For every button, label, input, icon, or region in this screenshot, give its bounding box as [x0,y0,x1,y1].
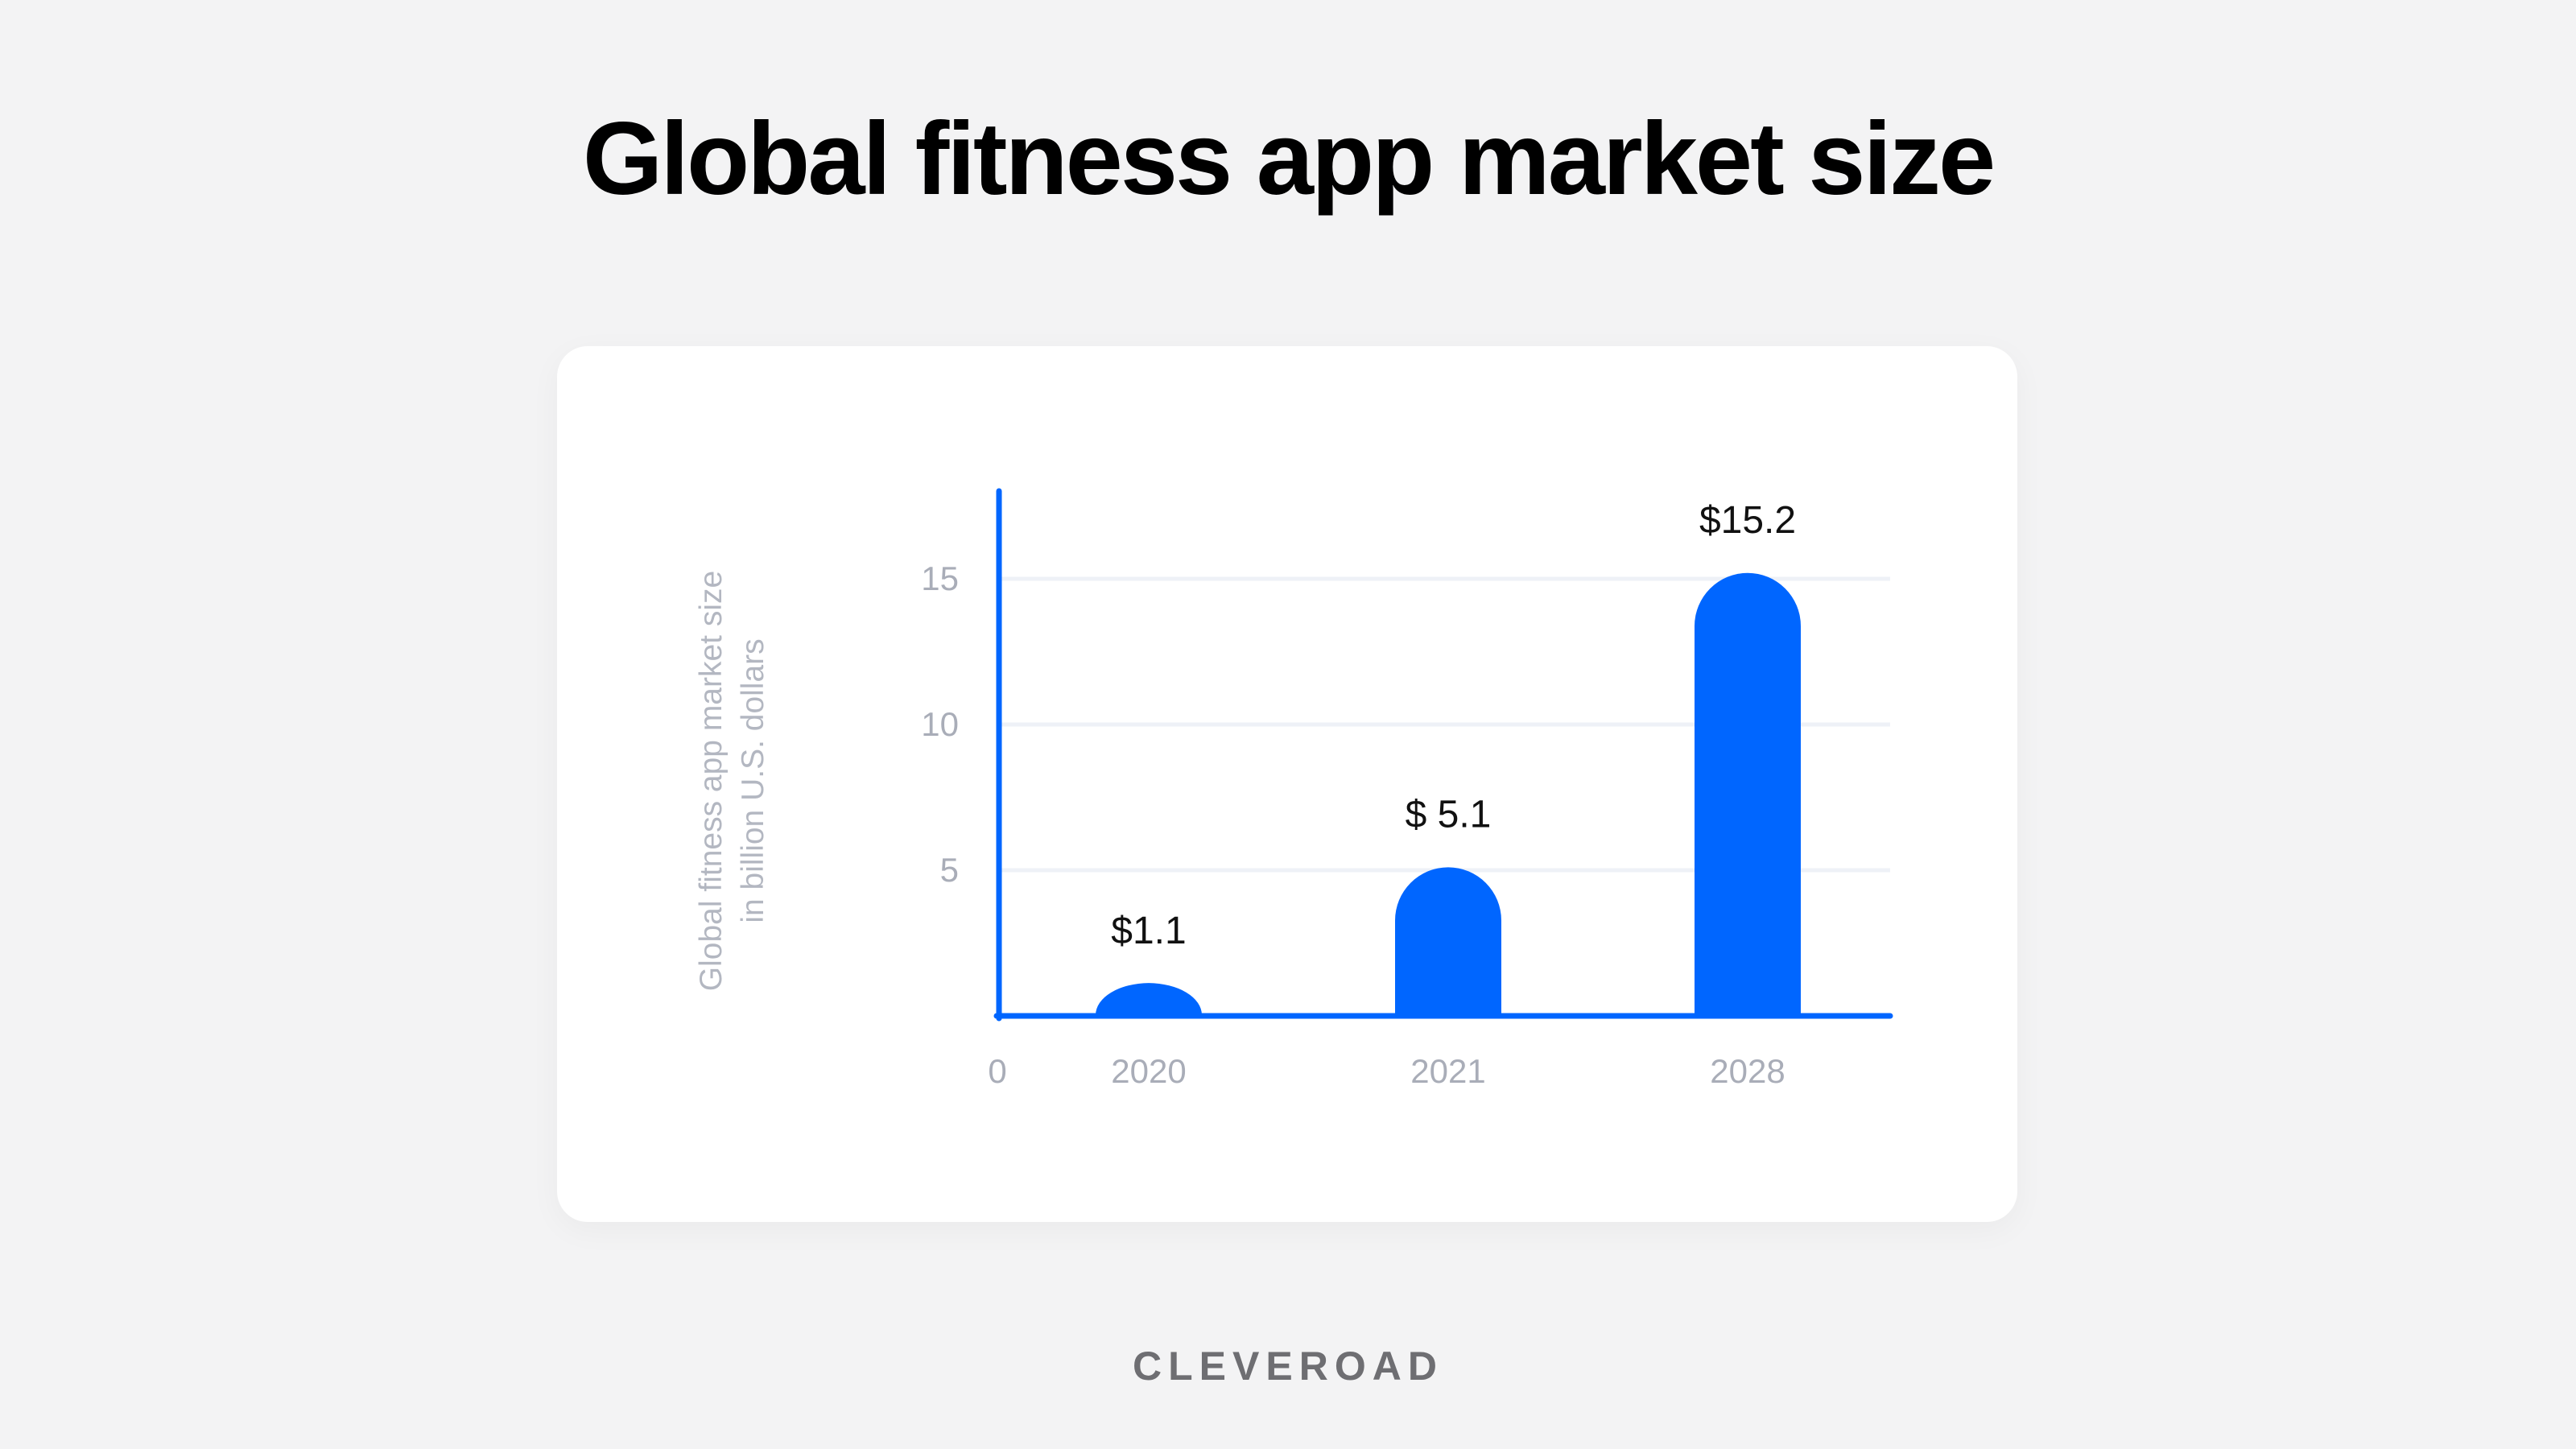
value-label-2020: $1.1 [1111,910,1186,952]
origin-label: 0 [988,1052,1006,1090]
y-tick-label-15: 15 [921,559,959,597]
bar-2028 [1695,572,1801,1016]
x-tick-label-2028: 2028 [1710,1052,1785,1090]
value-label-2021: $ 5.1 [1406,793,1492,836]
y-tick-label-5: 5 [940,851,959,889]
brand-logo-text: CLEVEROAD [1133,1344,1443,1389]
bar-2020 [1096,983,1202,1016]
x-tick-label-2021: 2021 [1410,1052,1485,1090]
page-title: Global fitness app market size [582,101,1996,217]
bar-2021 [1395,867,1501,1016]
value-label-2028: $15.2 [1699,499,1796,542]
y-tick-label-10: 10 [921,705,959,743]
x-tick-label-2020: 2020 [1111,1052,1186,1090]
